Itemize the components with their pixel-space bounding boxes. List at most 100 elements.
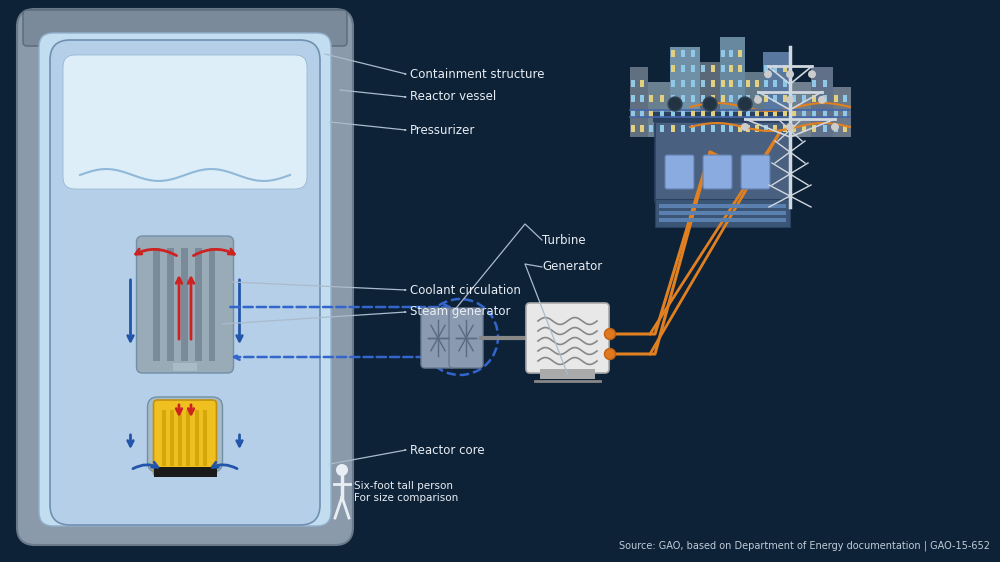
Bar [681, 50, 685, 57]
Bar [773, 65, 777, 72]
Bar [764, 95, 768, 102]
FancyBboxPatch shape [39, 33, 331, 526]
Circle shape [818, 96, 826, 104]
Bar [170, 410, 174, 466]
Bar [729, 125, 733, 132]
Circle shape [336, 464, 348, 476]
Bar [792, 110, 796, 117]
Bar [812, 125, 816, 132]
Circle shape [764, 70, 772, 78]
Bar [755, 95, 759, 102]
Bar [181, 248, 188, 361]
FancyBboxPatch shape [703, 155, 732, 189]
Bar [700, 62, 720, 137]
Bar [729, 95, 733, 102]
Bar [811, 67, 833, 137]
Bar [649, 95, 653, 102]
Bar [659, 218, 786, 222]
Bar [681, 65, 685, 72]
Bar [640, 80, 644, 87]
Bar [659, 211, 786, 215]
Bar [823, 80, 827, 87]
Bar [729, 50, 733, 57]
Bar [783, 80, 787, 87]
Circle shape [738, 97, 752, 111]
Bar [670, 47, 700, 137]
Bar [755, 110, 759, 117]
Bar [738, 65, 742, 72]
Bar [764, 125, 768, 132]
Bar [540, 369, 595, 379]
FancyBboxPatch shape [665, 155, 694, 189]
Bar [649, 125, 653, 132]
Bar [738, 125, 742, 132]
Text: Reactor vessel: Reactor vessel [410, 90, 496, 103]
Bar [764, 80, 768, 87]
Bar [773, 95, 777, 102]
Bar [640, 125, 644, 132]
Circle shape [808, 70, 816, 78]
Bar [154, 467, 216, 477]
Bar [746, 80, 750, 87]
Bar [746, 125, 750, 132]
Bar [764, 65, 768, 72]
Text: Turbine: Turbine [542, 233, 586, 247]
Text: Source: GAO, based on Department of Energy documentation | GAO-15-652: Source: GAO, based on Department of Ener… [619, 540, 990, 551]
Bar [755, 80, 759, 87]
Bar [812, 95, 816, 102]
Bar [746, 95, 750, 102]
Bar [834, 125, 838, 132]
Bar [834, 95, 838, 102]
Bar [671, 65, 675, 72]
Bar [691, 50, 695, 57]
FancyBboxPatch shape [148, 397, 222, 472]
Bar [721, 80, 725, 87]
Bar [208, 248, 215, 361]
Bar [691, 65, 695, 72]
Text: Containment structure: Containment structure [410, 67, 544, 80]
Text: Reactor core: Reactor core [410, 443, 485, 456]
Bar [802, 110, 806, 117]
Circle shape [668, 97, 682, 111]
Circle shape [786, 96, 794, 104]
Bar [721, 110, 725, 117]
Circle shape [754, 96, 762, 104]
Bar [671, 125, 675, 132]
Bar [173, 363, 197, 371]
Bar [721, 125, 725, 132]
Bar [802, 95, 806, 102]
Bar [178, 410, 182, 466]
Bar [823, 110, 827, 117]
Bar [640, 95, 644, 102]
Bar [701, 125, 705, 132]
Circle shape [786, 123, 794, 131]
Bar [162, 410, 166, 466]
Bar [671, 95, 675, 102]
Bar [691, 110, 695, 117]
Bar [812, 110, 816, 117]
Bar [640, 110, 644, 117]
Bar [783, 110, 787, 117]
Bar [660, 110, 664, 117]
Bar [773, 125, 777, 132]
Bar [823, 125, 827, 132]
Bar [691, 95, 695, 102]
Bar [630, 67, 648, 137]
Circle shape [604, 348, 616, 360]
FancyBboxPatch shape [449, 308, 483, 368]
Bar [173, 398, 197, 410]
Bar [721, 65, 725, 72]
Bar [783, 125, 787, 132]
Bar [631, 95, 635, 102]
Bar [791, 82, 811, 137]
Bar [653, 112, 792, 122]
Bar [701, 65, 705, 72]
Bar [660, 95, 664, 102]
Bar [729, 110, 733, 117]
Bar [746, 110, 750, 117]
Bar [648, 82, 670, 137]
Bar [833, 87, 851, 137]
Bar [631, 125, 635, 132]
Text: Pressurizer: Pressurizer [410, 124, 475, 137]
Bar [843, 125, 847, 132]
